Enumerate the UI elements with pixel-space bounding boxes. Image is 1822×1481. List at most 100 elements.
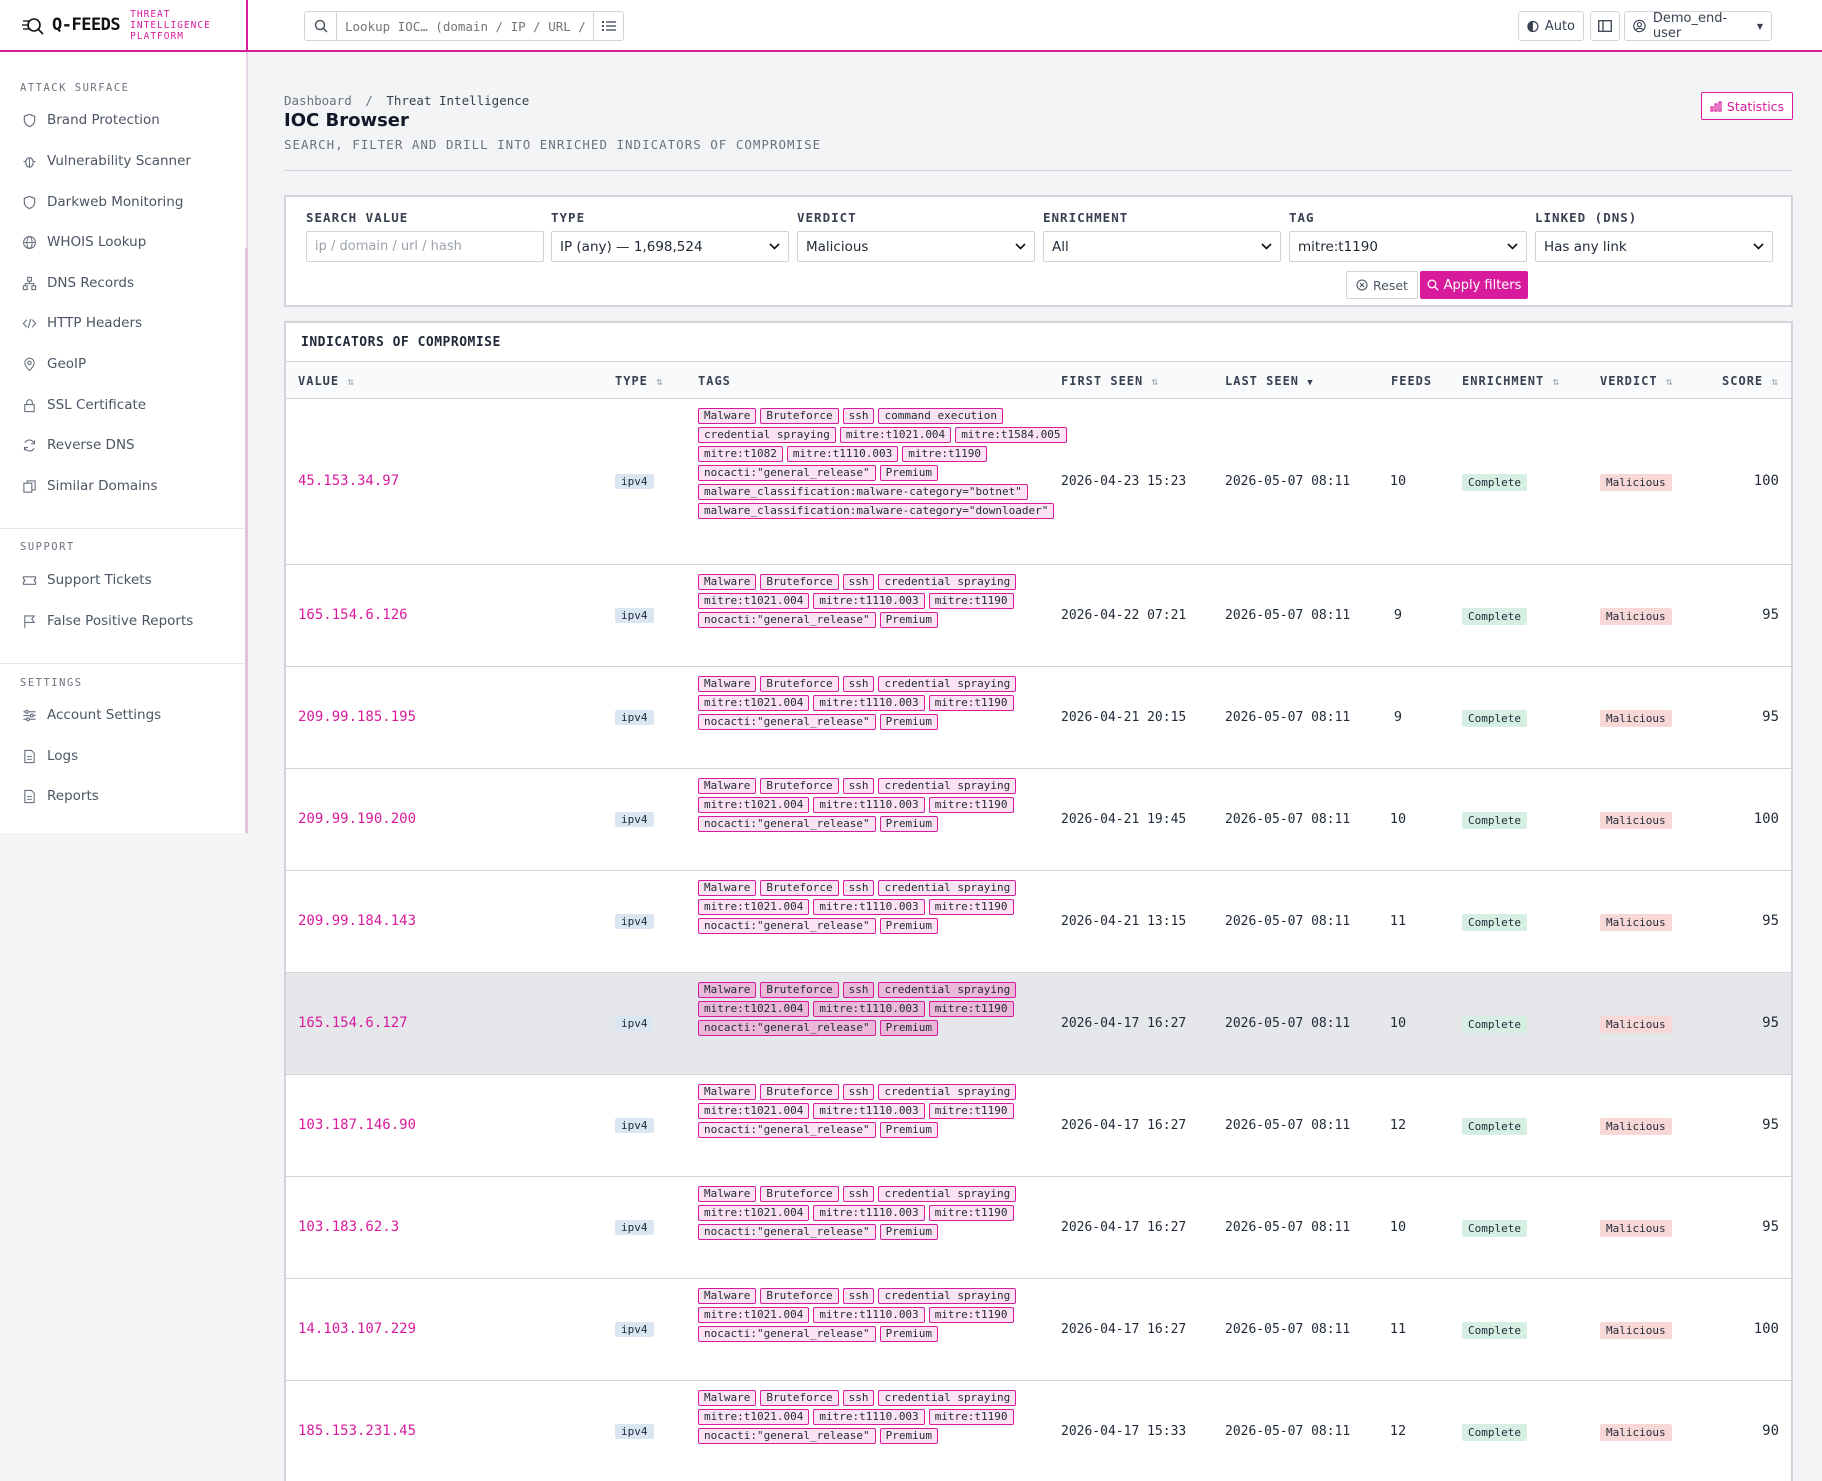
tag-chip[interactable]: ssh [842,880,875,896]
tag-chip[interactable]: mitre:t1110.003 [813,1307,925,1323]
ioc-value-link[interactable]: 103.187.146.90 [298,1117,417,1133]
sidebar-item-false-positive-reports[interactable]: False Positive Reports [0,601,244,641]
table-row[interactable]: 165.154.6.126 ipv4 Malware Bruteforce ssh cre… [286,565,1791,667]
ioc-value-link[interactable]: 209.99.190.200 [298,811,417,827]
tag-chip[interactable]: nocacti:"general_release" [698,1428,876,1444]
tag-chip[interactable]: nocacti:"general_release" [698,1326,876,1342]
tag-chip[interactable]: Malware [698,1288,757,1304]
sidebar-item-reports[interactable]: Reports [0,776,244,816]
ioc-value-link[interactable]: 45.153.34.97 [298,473,400,489]
sidebar-item-reverse-dns[interactable]: Reverse DNS [0,425,244,465]
theme-toggle-button[interactable]: Auto [1518,11,1584,41]
sidebar-item-http-headers[interactable]: HTTP Headers [0,303,244,343]
tag-chip[interactable]: Bruteforce [760,574,839,590]
tag-chip[interactable]: Malware [698,880,757,896]
tag-select[interactable]: mitre:t1190 [1289,231,1527,262]
tag-chip[interactable]: Malware [698,1186,757,1202]
tag-chip[interactable]: mitre:t1584.005 [955,427,1067,443]
tag-chip[interactable]: mitre:t1190 [902,446,988,462]
tag-chip[interactable]: ssh [842,1186,875,1202]
tag-chip[interactable]: credential spraying [878,1186,1017,1202]
tag-chip[interactable]: credential spraying [698,427,836,443]
tag-chip[interactable]: Premium [879,1020,938,1036]
sidebar-item-support-tickets[interactable]: Support Tickets [0,560,244,600]
tag-chip[interactable]: mitre:t1021.004 [698,593,810,609]
tag-chip[interactable]: mitre:t1021.004 [698,899,810,915]
tag-chip[interactable]: mitre:t1190 [928,1001,1014,1017]
breadcrumb-dashboard-link[interactable]: Dashboard [284,93,352,108]
tag-chip[interactable]: Malware [698,574,757,590]
tag-chip[interactable]: Premium [879,816,938,832]
search-value-input[interactable]: ip / domain / url / hash [306,231,544,262]
tag-chip[interactable]: mitre:t1190 [928,1205,1014,1221]
sidebar-item-vulnerability-scanner[interactable]: Vulnerability Scanner [0,141,244,181]
list-icon[interactable] [593,12,623,40]
tag-chip[interactable]: nocacti:"general_release" [698,612,876,628]
tag-chip[interactable]: ssh [842,1288,875,1304]
tag-chip[interactable]: Malware [698,778,757,794]
ioc-value-link[interactable]: 185.153.231.45 [298,1423,417,1439]
table-row[interactable]: 165.154.6.127 ipv4 Malware Bruteforce ssh cre… [286,973,1791,1075]
tag-chip[interactable]: credential spraying [878,1288,1017,1304]
tag-chip[interactable]: Malware [698,408,757,424]
sidebar-scrollbar[interactable] [245,248,248,833]
tag-chip[interactable]: mitre:t1190 [928,899,1014,915]
tag-chip[interactable]: Bruteforce [760,1288,839,1304]
user-menu-button[interactable]: Demo_end-user ▼ [1624,11,1772,41]
search-icon[interactable] [305,12,337,40]
type-select[interactable]: IP (any) — 1,698,524 [551,231,789,262]
tag-chip[interactable]: nocacti:"general_release" [698,1224,876,1240]
tag-chip[interactable]: nocacti:"general_release" [698,465,876,481]
table-row[interactable]: 209.99.190.200 ipv4 Malware Bruteforce ssh cr… [286,769,1791,871]
tag-chip[interactable]: mitre:t1190 [928,797,1014,813]
tag-chip[interactable]: mitre:t1110.003 [813,1001,925,1017]
tag-chip[interactable]: ssh [842,982,875,998]
table-row[interactable]: 45.153.34.97 ipv4 Malware Bruteforce ssh comm… [286,399,1791,565]
tag-chip[interactable]: nocacti:"general_release" [698,1020,876,1036]
tag-chip[interactable]: nocacti:"general_release" [698,816,876,832]
tag-chip[interactable]: credential spraying [878,778,1017,794]
tag-chip[interactable]: Premium [879,1224,938,1240]
tag-chip[interactable]: mitre:t1110.003 [813,899,925,915]
linked-dns-select[interactable]: Has any link [1535,231,1773,262]
tag-chip[interactable]: mitre:t1190 [928,593,1014,609]
sidebar-item-ssl-certificate[interactable]: SSL Certificate [0,385,244,425]
tag-chip[interactable]: malware_classification:malware-category=… [698,484,1028,500]
tag-chip[interactable]: Bruteforce [760,1186,839,1202]
tag-chip[interactable]: Bruteforce [760,880,839,896]
tag-chip[interactable]: ssh [842,574,875,590]
tag-chip[interactable]: mitre:t1110.003 [813,797,925,813]
table-row[interactable]: 209.99.184.143 ipv4 Malware Bruteforce ssh cr… [286,871,1791,973]
tag-chip[interactable]: Bruteforce [760,1390,839,1406]
sidebar-item-whois-lookup[interactable]: WHOIS Lookup [0,222,244,262]
ioc-lookup-input[interactable] [337,13,593,39]
tag-chip[interactable]: mitre:t1082 [698,446,783,462]
tag-chip[interactable]: mitre:t1021.004 [698,797,810,813]
tag-chip[interactable]: Premium [879,714,938,730]
tag-chip[interactable]: mitre:t1021.004 [698,1307,810,1323]
column-header-enrichment[interactable]: ENRICHMENT ⇅ [1462,374,1560,388]
tag-chip[interactable]: Bruteforce [760,408,839,424]
tag-chip[interactable]: Malware [698,676,757,692]
tag-chip[interactable]: Premium [879,1326,938,1342]
tag-chip[interactable]: malware_classification:malware-category=… [698,503,1055,519]
tag-chip[interactable]: ssh [842,778,875,794]
tag-chip[interactable]: Bruteforce [760,778,839,794]
ioc-value-link[interactable]: 14.103.107.229 [298,1321,417,1337]
tag-chip[interactable]: mitre:t1110.003 [813,593,925,609]
tag-chip[interactable]: mitre:t1190 [928,695,1014,711]
statistics-button[interactable]: Statistics [1701,92,1793,120]
tag-chip[interactable]: ssh [842,1390,875,1406]
tag-chip[interactable]: mitre:t1021.004 [698,695,810,711]
sidebar-item-geoip[interactable]: GeoIP [0,344,244,384]
table-row[interactable]: 209.99.185.195 ipv4 Malware Bruteforce ssh cr… [286,667,1791,769]
column-header-type[interactable]: TYPE ⇅ [615,374,664,388]
tag-chip[interactable]: mitre:t1190 [928,1307,1014,1323]
tag-chip[interactable]: command execution [878,408,1004,424]
layout-toggle-button[interactable] [1590,11,1620,41]
tag-chip[interactable]: ssh [842,1084,875,1100]
ioc-value-link[interactable]: 165.154.6.127 [298,1015,408,1031]
tag-chip[interactable]: mitre:t1021.004 [698,1103,810,1119]
tag-chip[interactable]: Premium [879,918,938,934]
tag-chip[interactable]: Bruteforce [760,1084,839,1100]
